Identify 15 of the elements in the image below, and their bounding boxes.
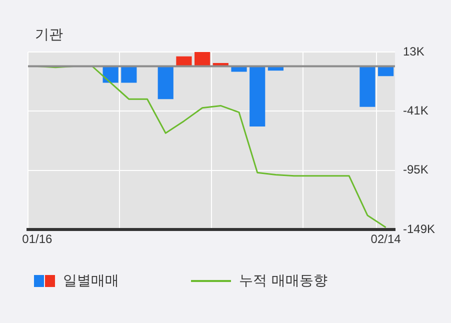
y-tick-label: -95K [402,162,428,177]
bar [158,66,174,100]
x-tick-label: 01/16 [22,232,53,246]
y-tick-label: 13K [402,44,424,58]
chart-title: 기관 [35,26,63,44]
bar [360,66,376,107]
y-tick-label: -41K [402,104,428,118]
bar [194,52,210,66]
bar [176,56,192,66]
y-tick-label: -149K [402,222,436,236]
legend-label: 누적 매매동향 [239,272,328,290]
bar [250,66,266,127]
legend-label: 일별매매 [63,272,119,290]
x-tick-label: 02/14 [370,232,402,246]
bar [121,66,137,83]
